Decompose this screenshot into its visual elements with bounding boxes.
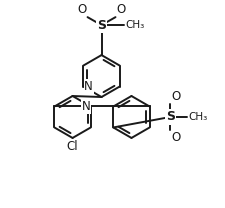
Text: O: O — [171, 90, 181, 103]
Text: Cl: Cl — [67, 140, 78, 153]
Text: N: N — [82, 100, 91, 113]
Text: O: O — [117, 3, 126, 16]
Text: CH₃: CH₃ — [188, 112, 208, 122]
Text: O: O — [77, 3, 87, 16]
Text: S: S — [97, 19, 106, 32]
Text: S: S — [166, 110, 175, 124]
Text: O: O — [171, 131, 181, 144]
Text: N: N — [84, 80, 93, 93]
Text: CH₃: CH₃ — [126, 20, 145, 30]
